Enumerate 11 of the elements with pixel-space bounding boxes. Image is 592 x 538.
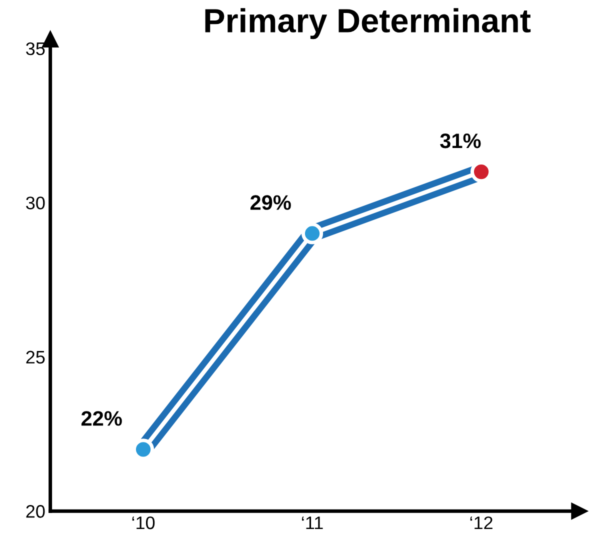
y-tick-label: 25 <box>26 350 45 364</box>
data-label: 31% <box>440 133 481 148</box>
y-tick-label: 20 <box>26 505 45 518</box>
y-tick-label: 35 <box>26 42 45 56</box>
x-tick-label: ‘11 <box>302 516 323 530</box>
chart-title: Primary Determinant <box>205 8 531 40</box>
x-tick-label: ‘12 <box>470 516 492 530</box>
x-tick-label: ‘10 <box>132 516 155 530</box>
data-label: 29% <box>250 195 291 210</box>
data-label: 22% <box>81 411 122 426</box>
y-tick-label: 30 <box>26 196 45 210</box>
